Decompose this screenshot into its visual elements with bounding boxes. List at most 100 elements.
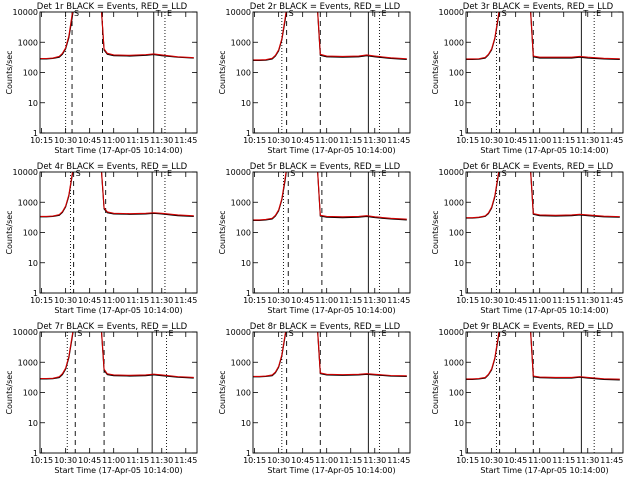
x-axis-label: Start Time (17-Apr-05 10:14:00) [54,146,182,155]
x-axis-label: Start Time (17-Apr-05 10:14:00) [480,146,608,155]
y-tick-label: 100 [236,389,251,398]
x-axis-label: Start Time (17-Apr-05 10:14:00) [54,466,182,475]
x-axis-label: Start Time (17-Apr-05 10:14:00) [267,466,395,475]
marker-label: T [582,169,588,178]
x-tick-label: 10:45 [504,456,527,465]
x-tick-label: 11:30 [576,456,599,465]
y-tick-label: 10000 [13,328,38,337]
x-tick-label: 11:15 [552,456,575,465]
x-tick-label: 11:15 [552,136,575,145]
x-tick-label: 11:30 [576,136,599,145]
y-tick-label: 1000 [231,38,251,47]
y-tick-label: 10000 [226,168,251,177]
marker-label: S [76,169,81,178]
x-tick-label: 11:45 [387,136,410,145]
chart-title: Det 8r BLACK = Events, RED = LLD [250,322,401,332]
y-axis-label: Counts/sec [5,370,14,414]
x-tick-label: 10:30 [480,136,503,145]
x-tick-label: 10:30 [267,296,290,305]
marker-label: S [289,9,294,18]
x-tick-label: 10:15 [30,136,53,145]
x-tick-label: 11:00 [528,456,551,465]
y-tick-label: 100 [449,229,464,238]
x-tick-label: 11:15 [339,456,362,465]
x-tick-label: 10:45 [291,136,314,145]
x-tick-label: 11:45 [174,296,197,305]
x-tick-label: 11:30 [363,136,386,145]
y-tick-label: 10 [241,419,251,428]
y-tick-label: 10000 [439,328,464,337]
x-tick-label: 11:45 [600,136,623,145]
x-tick-label: 10:45 [291,296,314,305]
x-tick-label: 10:45 [78,136,101,145]
x-tick-label: 11:45 [600,296,623,305]
x-tick-label: 10:30 [267,456,290,465]
x-tick-label: 11:15 [552,296,575,305]
data-line [466,12,620,60]
chart-title: Det 3r BLACK = Events, RED = LLD [463,2,614,12]
y-tick-label: 100 [23,389,38,398]
y-axis-label: Counts/sec [218,370,227,414]
y-tick-label: 1000 [444,38,464,47]
x-tick-label: 10:45 [504,136,527,145]
marker-label: T [582,329,588,338]
x-tick-label: 10:45 [78,456,101,465]
panel: Det 1r BLACK = Events, RED = LLD Counts/s… [5,2,198,155]
x-tick-label: 11:00 [102,296,125,305]
y-tick-label: 100 [23,69,38,78]
x-tick-label: 10:30 [267,136,290,145]
marker-label: E [382,329,387,338]
y-tick-label: 1 [33,289,38,298]
data-line [253,332,407,377]
y-tick-label: 10 [28,259,38,268]
y-tick-label: 10 [28,99,38,108]
y-tick-label: 10000 [226,8,251,17]
y-tick-label: 10 [28,419,38,428]
panel: Det 5r BLACK = Events, RED = LLD Counts/s… [218,162,411,315]
x-tick-label: 10:30 [54,456,77,465]
x-tick-label: 10:30 [54,136,77,145]
marker-label: T [369,329,375,338]
x-tick-label: 11:15 [126,296,149,305]
chart-title: Det 7r BLACK = Events, RED = LLD [37,322,188,332]
marker-label: S [77,329,82,338]
y-tick-label: 1 [33,129,38,138]
chart-title: Det 9r BLACK = Events, RED = LLD [463,322,614,332]
chart-title: Det 4r BLACK = Events, RED = LLD [37,162,188,172]
marker-label: T [582,9,588,18]
y-tick-label: 10 [454,419,464,428]
x-tick-label: 11:00 [528,296,551,305]
marker-label: S [290,169,295,178]
x-tick-label: 11:00 [315,296,338,305]
x-tick-label: 10:30 [54,296,77,305]
y-tick-label: 1000 [18,198,38,207]
y-axis-label: Counts/sec [431,210,440,254]
x-tick-label: 10:45 [291,456,314,465]
marker-label: E [596,169,601,178]
panel: Det 2r BLACK = Events, RED = LLD Counts/s… [218,2,411,155]
plot-frame [252,11,411,134]
y-tick-label: 1 [246,449,251,458]
plot-frame [39,331,198,454]
y-tick-label: 10000 [439,168,464,177]
y-tick-label: 10 [241,99,251,108]
y-tick-label: 1000 [18,38,38,47]
y-tick-label: 1000 [444,358,464,367]
y-tick-label: 1000 [18,358,38,367]
x-tick-label: 11:00 [102,136,125,145]
marker-label: E [169,329,174,338]
panel: Det 7r BLACK = Events, RED = LLD Counts/s… [5,322,198,475]
plot-frame [39,11,198,134]
x-tick-label: 11:00 [315,456,338,465]
marker-label: T [369,9,375,18]
x-tick-label: 11:15 [126,136,149,145]
data-line [40,12,194,60]
x-tick-label: 10:15 [243,456,266,465]
data-line [40,172,194,217]
x-tick-label: 11:00 [315,136,338,145]
x-tick-label: 11:30 [363,456,386,465]
plot-frame [252,331,411,454]
y-tick-label: 10000 [226,328,251,337]
y-tick-label: 1 [459,289,464,298]
